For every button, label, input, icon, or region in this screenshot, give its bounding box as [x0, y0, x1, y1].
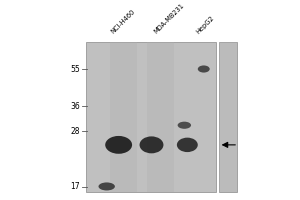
Text: NCI-H460: NCI-H460 [110, 9, 136, 35]
Ellipse shape [105, 136, 132, 154]
Text: 17: 17 [70, 182, 80, 191]
Bar [147, 42, 174, 192]
Ellipse shape [198, 65, 210, 73]
Ellipse shape [98, 182, 115, 190]
Text: 36: 36 [70, 102, 80, 111]
Text: 28: 28 [70, 127, 80, 136]
Ellipse shape [177, 138, 198, 152]
Bar [110, 42, 136, 192]
Bar [219, 42, 237, 192]
Text: 55: 55 [70, 65, 80, 74]
Bar [219, 42, 237, 192]
Text: HepG2: HepG2 [195, 15, 215, 35]
Bar [86, 42, 216, 192]
Ellipse shape [178, 122, 191, 129]
Text: MDA-MB231: MDA-MB231 [153, 3, 186, 35]
Ellipse shape [140, 136, 164, 153]
